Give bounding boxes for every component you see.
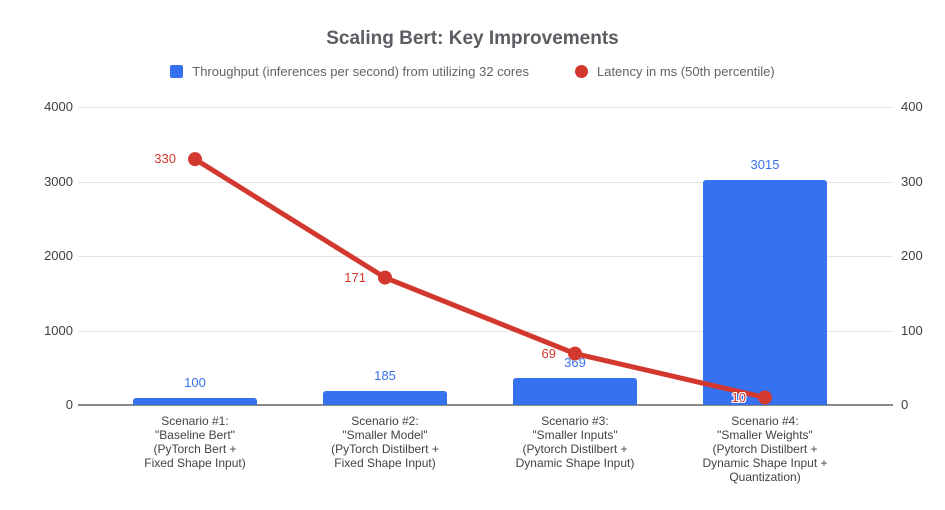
left-axis-tick-label: 0 bbox=[65, 397, 73, 412]
bar-value-label: 185 bbox=[374, 368, 396, 383]
bar-value-label: 3015 bbox=[750, 157, 780, 172]
category-label: Scenario #1: "Baseline Bert" (PyTorch Be… bbox=[144, 414, 246, 470]
line-point bbox=[758, 390, 772, 405]
right-axis-tick-label: 100 bbox=[901, 322, 923, 338]
bar bbox=[133, 398, 257, 405]
line-point bbox=[378, 270, 392, 285]
point-value-label: 10 bbox=[731, 389, 746, 405]
bar bbox=[703, 180, 827, 405]
x-axis-baseline bbox=[78, 404, 893, 406]
bar-value-label: 369 bbox=[564, 355, 586, 370]
line-point bbox=[568, 346, 582, 361]
bar-value-label: 100 bbox=[184, 375, 206, 390]
point-value-label: 171 bbox=[344, 269, 366, 285]
right-axis-tick-label: 400 bbox=[901, 99, 923, 114]
bar bbox=[513, 378, 637, 405]
right-axis-tick-label: 0 bbox=[901, 397, 909, 412]
left-axis-tick-label: 2000 bbox=[44, 248, 73, 263]
point-value-label: 69 bbox=[541, 345, 556, 361]
gridline bbox=[78, 107, 893, 108]
category-label: Scenario #2: "Smaller Model" (PyTorch Di… bbox=[331, 414, 439, 470]
right-axis-tick-label: 200 bbox=[901, 248, 923, 263]
legend-item-latency: Latency in ms (50th percentile) bbox=[574, 64, 775, 79]
legend: Throughput (inferences per second) from … bbox=[0, 64, 945, 79]
bar-series-swatch-icon bbox=[170, 65, 184, 78]
category-label: Scenario #3: "Smaller Inputs" (Pytorch D… bbox=[515, 414, 635, 470]
category-label: Scenario #4: "Smaller Weights" (Pytorch … bbox=[702, 414, 828, 484]
right-axis-tick-label: 300 bbox=[901, 173, 923, 189]
bar bbox=[323, 391, 447, 405]
legend-label-throughput: Throughput (inferences per second) from … bbox=[192, 64, 529, 79]
chart-title: Scaling Bert: Key Improvements bbox=[326, 28, 619, 49]
gridline bbox=[78, 256, 893, 257]
gridline bbox=[78, 330, 893, 332]
point-value-label: 330 bbox=[154, 151, 176, 167]
left-axis-tick-label: 1000 bbox=[44, 322, 73, 338]
latency-line bbox=[193, 157, 766, 400]
line-series-swatch-icon bbox=[574, 65, 588, 78]
line-point bbox=[188, 152, 202, 167]
legend-item-throughput: Throughput (inferences per second) from … bbox=[170, 64, 529, 79]
left-axis-tick-label: 4000 bbox=[44, 99, 73, 114]
left-axis-tick-label: 3000 bbox=[44, 173, 73, 189]
gridline bbox=[78, 181, 893, 183]
legend-label-latency: Latency in ms (50th percentile) bbox=[596, 64, 775, 79]
